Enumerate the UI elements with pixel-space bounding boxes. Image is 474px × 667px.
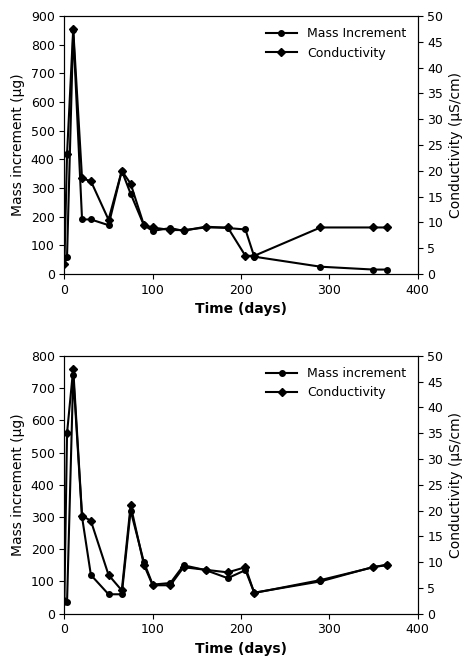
Line: Mass Increment: Mass Increment	[62, 27, 390, 272]
Mass increment	[141, 558, 147, 566]
Conductivity	[70, 365, 76, 373]
Mass Increment	[243, 225, 248, 233]
Y-axis label: Conductivity (µS/cm): Conductivity (µS/cm)	[449, 412, 463, 558]
Conductivity	[106, 571, 111, 579]
Y-axis label: Conductivity (µS/cm): Conductivity (µS/cm)	[449, 72, 463, 218]
Conductivity	[225, 223, 230, 231]
Mass increment	[384, 562, 390, 570]
Mass increment	[181, 562, 186, 570]
Conductivity	[181, 563, 186, 571]
Mass Increment	[141, 221, 147, 229]
X-axis label: Time (days): Time (days)	[195, 642, 287, 656]
Conductivity	[371, 223, 376, 231]
Conductivity	[119, 586, 125, 594]
Mass Increment	[79, 215, 85, 223]
Mass Increment	[371, 265, 376, 273]
Line: Conductivity: Conductivity	[62, 366, 390, 604]
Mass increment	[88, 571, 94, 579]
Conductivity	[62, 259, 67, 267]
Conductivity	[141, 221, 147, 229]
Mass Increment	[167, 224, 173, 232]
Mass increment	[318, 578, 323, 586]
Mass Increment	[119, 167, 125, 175]
Mass Increment	[225, 224, 230, 232]
Conductivity	[371, 563, 376, 571]
Mass increment	[371, 563, 376, 571]
Mass Increment	[150, 227, 155, 235]
Legend: Mass Increment, Conductivity: Mass Increment, Conductivity	[261, 23, 411, 65]
Mass Increment	[88, 215, 94, 223]
Mass increment	[150, 580, 155, 588]
Mass increment	[167, 579, 173, 587]
Conductivity	[64, 429, 70, 437]
Mass increment	[106, 590, 111, 598]
X-axis label: Time (days): Time (days)	[195, 302, 287, 316]
Conductivity	[318, 223, 323, 231]
Mass increment	[119, 590, 125, 598]
Mass Increment	[128, 189, 134, 197]
Mass Increment	[106, 221, 111, 229]
Conductivity	[167, 226, 173, 234]
Conductivity	[128, 502, 134, 510]
Mass Increment	[318, 263, 323, 271]
Line: Conductivity: Conductivity	[62, 26, 390, 266]
Mass Increment	[384, 265, 390, 273]
Conductivity	[62, 597, 67, 605]
Conductivity	[203, 566, 209, 574]
Mass increment	[128, 506, 134, 514]
Conductivity	[167, 581, 173, 589]
Mass increment	[79, 513, 85, 521]
Conductivity	[150, 581, 155, 589]
Mass increment	[203, 566, 209, 574]
Conductivity	[79, 512, 85, 520]
Legend: Mass increment, Conductivity: Mass increment, Conductivity	[261, 362, 411, 404]
Conductivity	[181, 226, 186, 234]
Conductivity	[150, 223, 155, 231]
Y-axis label: Mass increment (µg): Mass increment (µg)	[11, 414, 25, 556]
Conductivity	[203, 223, 209, 231]
Line: Mass increment: Mass increment	[62, 372, 390, 605]
Conductivity	[251, 589, 257, 597]
Mass increment	[243, 566, 248, 574]
Conductivity	[128, 179, 134, 187]
Conductivity	[88, 177, 94, 185]
Mass Increment	[62, 254, 67, 262]
Conductivity	[251, 252, 257, 260]
Mass Increment	[64, 253, 70, 261]
Conductivity	[243, 563, 248, 571]
Mass increment	[64, 598, 70, 606]
Conductivity	[70, 25, 76, 33]
Conductivity	[243, 252, 248, 260]
Mass Increment	[251, 253, 257, 261]
Mass increment	[225, 574, 230, 582]
Mass increment	[251, 589, 257, 597]
Mass Increment	[203, 223, 209, 231]
Conductivity	[384, 561, 390, 569]
Conductivity	[225, 568, 230, 576]
Conductivity	[384, 223, 390, 231]
Conductivity	[64, 150, 70, 158]
Conductivity	[106, 215, 111, 223]
Y-axis label: Mass increment (µg): Mass increment (µg)	[11, 73, 25, 216]
Mass increment	[70, 372, 76, 380]
Conductivity	[79, 175, 85, 183]
Mass increment	[62, 597, 67, 605]
Conductivity	[141, 561, 147, 569]
Mass Increment	[181, 227, 186, 235]
Conductivity	[88, 517, 94, 525]
Mass Increment	[70, 27, 76, 35]
Conductivity	[119, 167, 125, 175]
Conductivity	[318, 576, 323, 584]
